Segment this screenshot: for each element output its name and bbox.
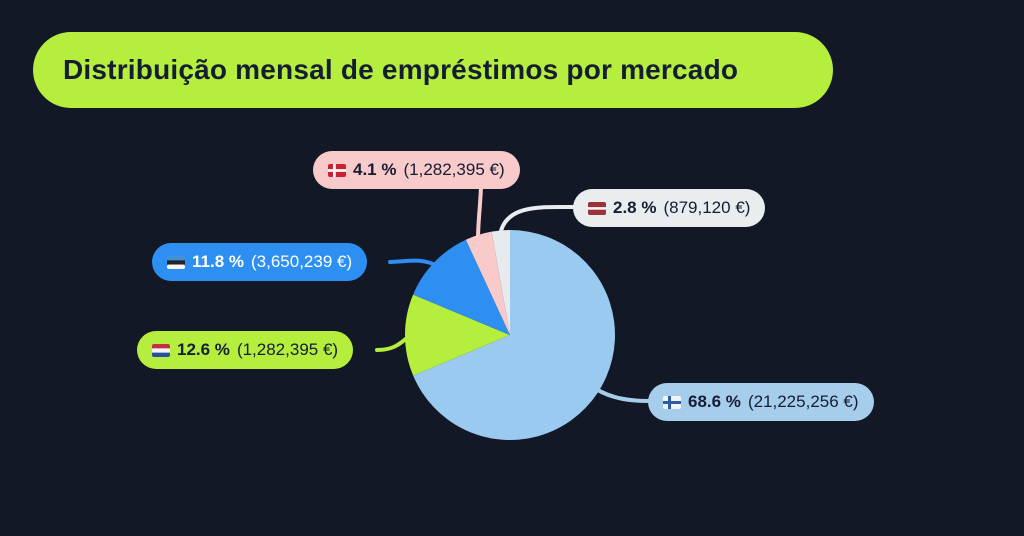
callout-estonia-amount: (3,650,239 €) <box>251 252 353 271</box>
callout-denmark-percent: 4.1 % <box>353 160 397 179</box>
callout-denmark: 4.1 % (1,282,395 €) <box>313 151 520 189</box>
callout-netherlands-percent: 12.6 % <box>177 340 230 359</box>
callout-latvia-percent: 2.8 % <box>613 198 657 217</box>
callout-netherlands-amount: (1,282,395 €) <box>236 340 339 359</box>
connector-estonia <box>388 258 440 268</box>
denmark-flag-icon <box>328 163 346 177</box>
finland-flag-icon <box>663 395 681 409</box>
connector-latvia <box>498 204 576 238</box>
pie-slice-latvia <box>491 230 510 335</box>
pie-slice-denmark <box>465 231 510 335</box>
callout-netherlands: 12.6 % (1,282,395 €) <box>137 331 354 369</box>
callout-finland-percent: 68.6 % <box>688 392 741 411</box>
pie-slice-finland <box>413 230 615 440</box>
chart-title-pill: Distribuição mensal de empréstimos por m… <box>33 32 833 108</box>
latvia-flag-icon <box>588 201 606 215</box>
chart-title: Distribuição mensal de empréstimos por m… <box>63 54 739 85</box>
callout-finland-amount: (21,225,256 €) <box>747 392 859 411</box>
callout-latvia: 2.8 % (879,120 €) <box>573 189 766 227</box>
callout-denmark-amount: (1,282,395 €) <box>403 160 505 179</box>
estonia-flag-icon <box>167 255 185 269</box>
callout-latvia-amount: (879,120 €) <box>663 198 751 217</box>
pie-slice-netherlands <box>404 294 510 376</box>
netherlands-flag-icon <box>152 343 170 357</box>
connector-netherlands <box>375 335 410 352</box>
connector-finland <box>594 387 651 403</box>
pie-slice-estonia <box>413 239 510 335</box>
callout-estonia: 11.8 % (3,650,239 €) <box>152 243 368 281</box>
callout-finland: 68.6 % (21,225,256 €) <box>648 383 874 421</box>
connector-denmark <box>476 185 483 242</box>
callout-estonia-percent: 11.8 % <box>192 252 244 271</box>
